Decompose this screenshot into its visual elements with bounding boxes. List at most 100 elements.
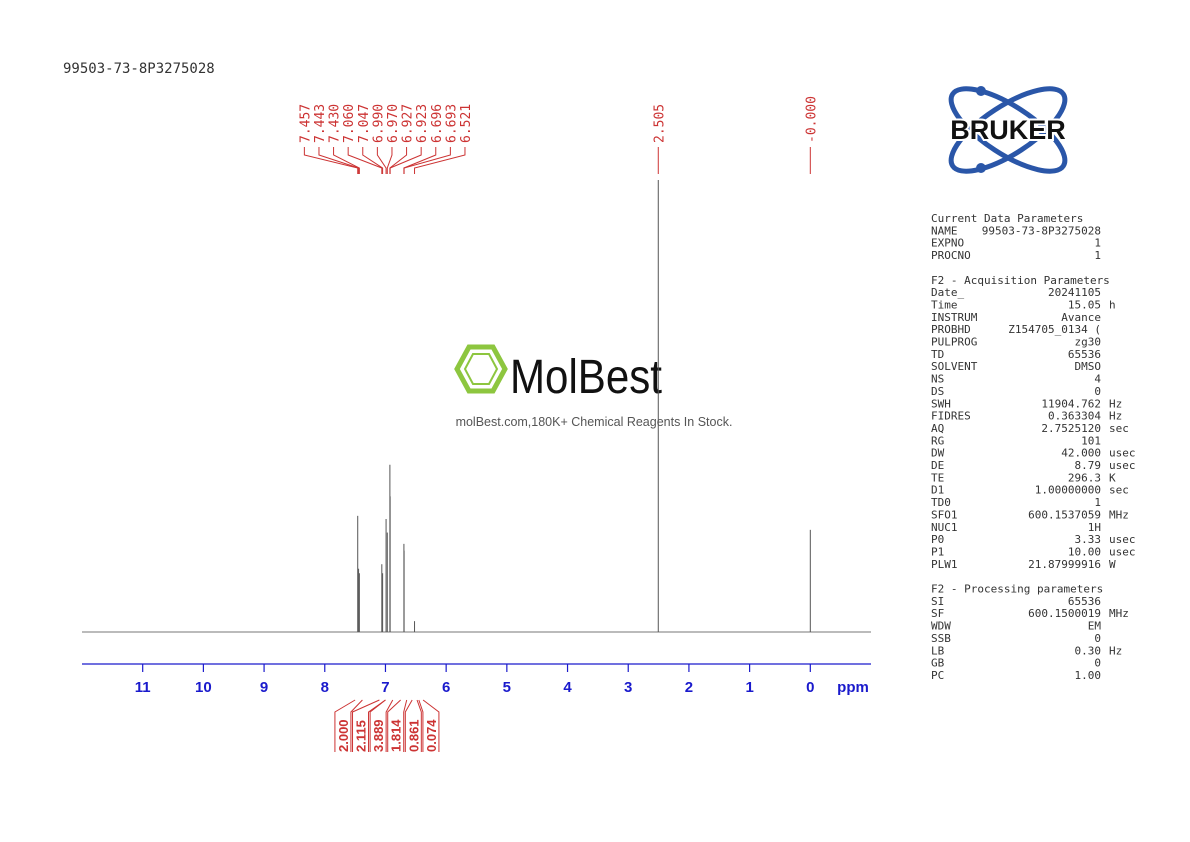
watermark-icon [463,353,499,385]
x-tick-label: 1 [745,679,753,696]
param-value: 600.1537059 [1028,508,1101,521]
param-value: 1 [1094,249,1101,262]
param-value: 600.1500019 [1028,607,1101,620]
param-unit: Hz [1109,397,1122,410]
watermark-brand: MolBest [510,351,662,404]
peak-label: 7.430 [328,104,343,143]
param-value: Z154705_0134 ( [1008,323,1101,336]
param-unit: sec [1109,484,1129,497]
integral-label: 1.814 [389,719,404,752]
integral-bracket [385,699,394,752]
param-name: GB [931,657,945,670]
param-unit: usec [1109,545,1136,558]
param-name: EXPNO [931,237,964,250]
param-value: 4 [1094,373,1101,386]
x-tick-label: 7 [381,679,389,696]
param-name: TE [931,471,944,484]
peak-label: 6.693 [444,104,459,143]
param-name: D1 [931,484,944,497]
param-value: 65536 [1068,595,1101,608]
peak-label: 6.970 [386,104,401,143]
integral-bracket [350,699,363,752]
peak-label: 6.696 [430,104,445,143]
peak-label-leader [362,147,384,174]
orbit [948,86,1068,174]
x-tick-label: 5 [503,679,511,696]
param-unit: h [1109,298,1116,311]
watermark-icon [454,344,508,394]
integral-label: 0.861 [406,719,421,752]
peak-label-leader [347,147,383,174]
param-name: PULPROG [931,336,977,349]
param-value: EM [1088,620,1102,633]
param-unit: K [1109,471,1116,484]
param-value: 1.00 [1075,669,1102,682]
peak-label-leader [389,147,422,174]
watermark: MolBest molBest.com,180K+ Chemical Reage… [454,344,733,429]
param-name: SI [931,595,944,608]
watermark-tagline: molBest.com,180K+ Chemical Reagents In S… [456,415,733,429]
param-unit: MHz [1109,607,1129,620]
x-axis-label: ppm [837,679,869,696]
param-unit: MHz [1109,508,1129,521]
logo-text: BRUKER [950,115,1066,145]
peak-label: 7.060 [342,104,357,143]
integral-label: 2.000 [336,719,351,752]
integral-bracket [369,699,386,752]
peak-label-leader [303,147,359,174]
param-value: 0.30 [1075,644,1102,657]
param-value: 1 [1094,237,1101,250]
param-unit: usec [1109,533,1136,546]
param-name: P1 [931,545,944,558]
x-tick-label: 3 [624,679,632,696]
param-name: TD0 [931,496,951,509]
x-tick-label: 8 [321,679,329,696]
x-tick-label: 6 [442,679,450,696]
param-value: 10.00 [1068,545,1101,558]
x-tick-label: 2 [685,679,693,696]
param-name: PROBHD [931,323,971,336]
param-name: FIDRES [931,410,971,423]
param-value: 1 [1094,496,1101,509]
peak-label: 6.927 [401,104,416,143]
param-value: 0.363304 [1048,410,1101,423]
peak-label: 6.990 [371,104,386,143]
param-unit: Hz [1109,644,1122,657]
param-name: SSB [931,632,951,645]
param-value: 1.00000000 [1035,484,1101,497]
param-name: PROCNO [931,249,971,262]
param-name: INSTRUM [931,311,978,324]
param-unit: Hz [1109,410,1122,423]
x-tick-label: 4 [563,679,572,696]
peak-label: 6.521 [459,104,474,143]
param-name: LB [931,644,945,657]
param-value: 99503-73-8P3275028 [982,224,1101,237]
param-value: 1H [1088,521,1101,534]
peak-label: 2.505 [652,104,667,143]
integral-bracket [387,699,401,752]
param-value: 65536 [1068,348,1101,361]
integral-bracket [422,699,440,752]
param-value: 42.000 [1061,447,1101,460]
param-value: 20241105 [1048,286,1101,299]
section-title: F2 - Processing parameters [931,583,1103,596]
param-name: NUC1 [931,521,958,534]
param-name: TD [931,348,944,361]
param-name: PC [931,669,944,682]
param-value: 8.79 [1075,459,1102,472]
integral-bracket [404,699,413,752]
integral-label: 2.115 [354,720,369,752]
x-tick-label: 10 [195,679,212,696]
param-value: zg30 [1075,336,1102,349]
section-title: Current Data Parameters [931,212,1083,225]
x-tick-label: 9 [260,679,268,696]
x-tick-label: 0 [806,679,814,696]
param-value: 101 [1081,434,1101,447]
orbit-dot [976,86,986,96]
param-name: SFO1 [931,508,958,521]
peak-label-leader [376,147,387,174]
param-unit: W [1109,558,1116,571]
peak-label-leader [333,147,360,174]
peak-label: -0.000 [804,96,819,143]
